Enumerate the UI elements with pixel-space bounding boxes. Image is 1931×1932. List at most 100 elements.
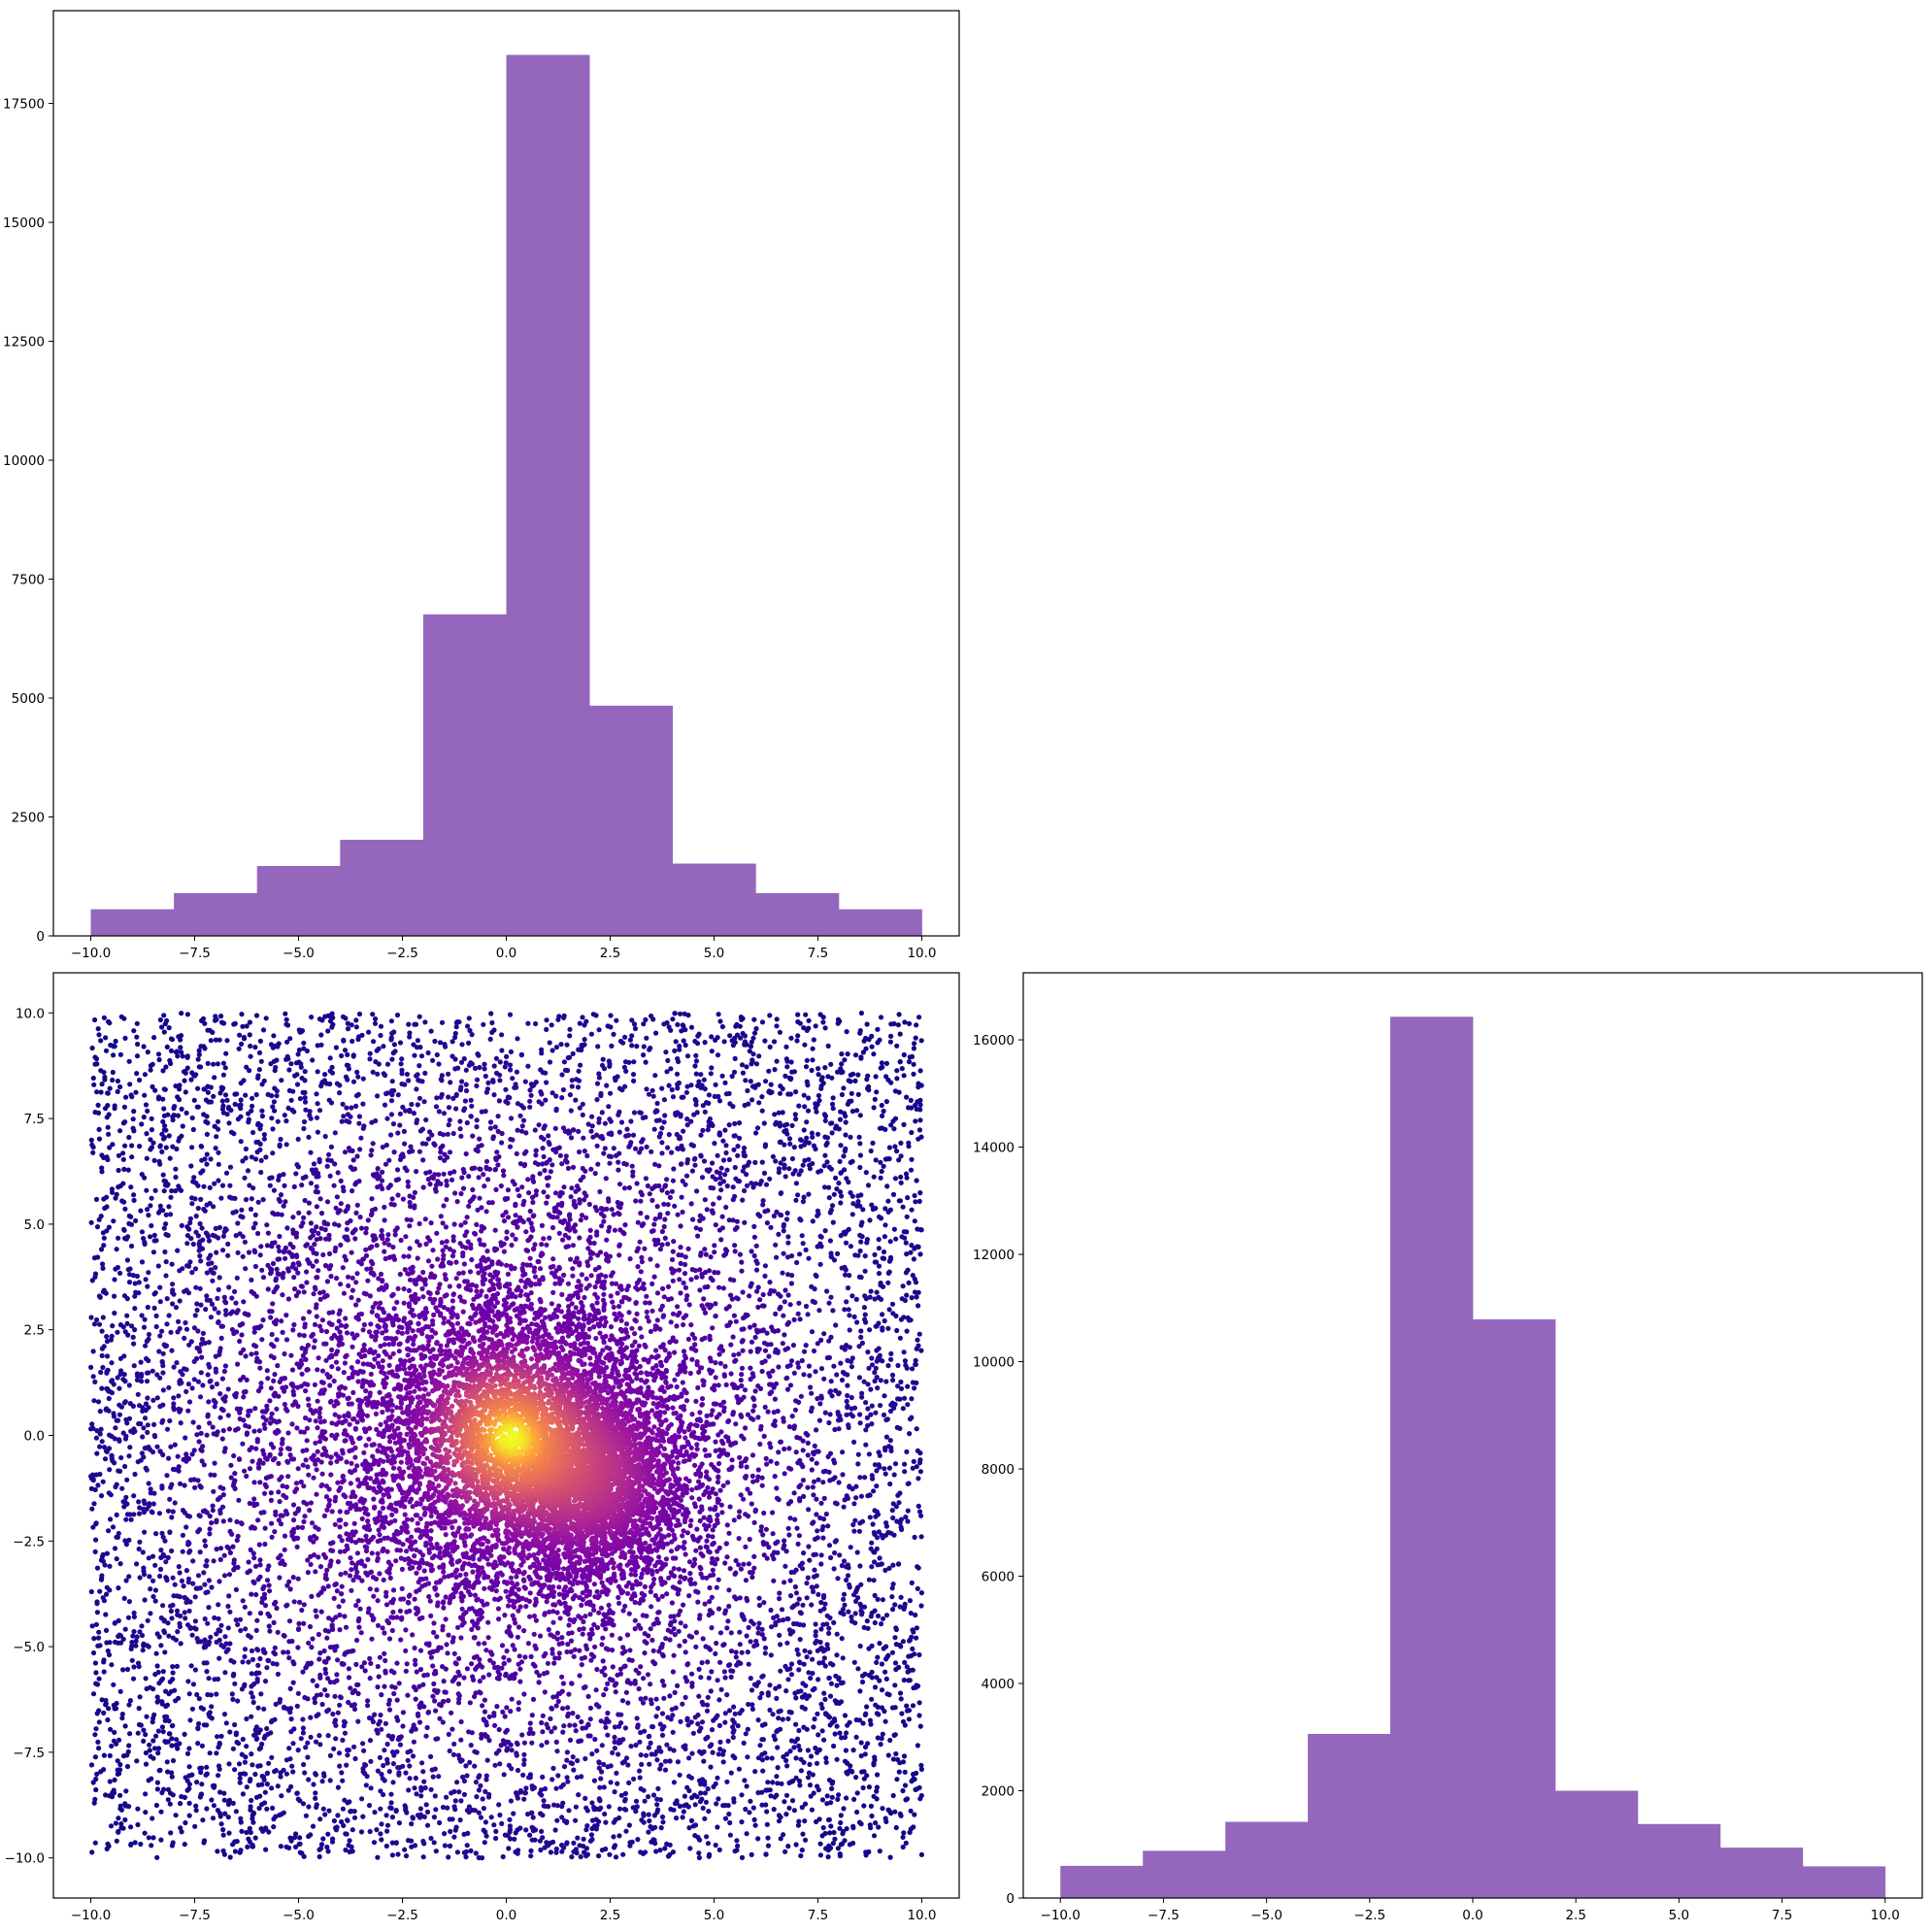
scatter-point [856,1274,863,1280]
scatter-point [876,1449,882,1455]
scatter-point [223,1720,229,1726]
scatter-point [784,1616,790,1621]
scatter-point [601,1784,607,1790]
scatter-point [198,1302,204,1308]
scatter-point [815,1341,820,1347]
scatter-point [186,1813,192,1818]
scatter-point [107,1020,113,1026]
scatter-point [99,1328,105,1334]
scatter-point [780,1270,785,1276]
scatter-point [647,1733,652,1739]
scatter-point [192,1266,199,1272]
scatter-point [124,1420,130,1426]
scatter-point [99,1165,105,1171]
scatter-point [96,1708,102,1714]
scatter-point [134,1053,141,1059]
scatter-point [681,1128,686,1134]
scatter-point [187,1599,193,1605]
scatter-point [749,1706,756,1712]
scatter-point [883,1416,889,1423]
scatter-point [749,1687,755,1693]
scatter-point [880,1113,885,1118]
scatter-point [124,1477,130,1482]
scatter-point [107,1640,113,1646]
scatter-point [496,1098,502,1104]
scatter-point [635,1837,641,1843]
scatter-point [918,1348,924,1353]
scatter-point [240,1736,246,1743]
scatter-point [474,1794,480,1800]
scatter-point [353,1093,360,1099]
scatter-point [337,1763,343,1769]
scatter-point [868,1288,874,1294]
scatter-point [314,1802,319,1808]
scatter-point [477,1773,483,1779]
scatter-point [909,1580,915,1585]
scatter-point [303,1745,309,1750]
scatter-point [134,1634,140,1640]
scatter-point [349,1022,354,1028]
scatter-point [100,1364,106,1371]
scatter-point [146,1835,151,1841]
scatter-point [176,1464,182,1470]
scatter-point [457,1087,463,1093]
scatter-point [857,1563,863,1569]
scatter-point [115,1329,120,1335]
scatter-point [194,1307,200,1314]
scatter-point [913,1102,918,1108]
scatter-point [624,1126,630,1132]
scatter-point [688,1817,695,1823]
scatter-point [815,1131,821,1137]
scatter-point [248,1804,253,1810]
scatter-point [741,1740,747,1746]
scatter-point [188,1663,194,1669]
scatter-point [146,1270,151,1276]
scatter-point [712,1093,717,1099]
scatter-point [882,1317,887,1324]
scatter-point [199,1144,205,1149]
scatter-point [326,1808,332,1814]
scatter-point [578,1062,583,1068]
scatter-point [143,1676,149,1682]
scatter-point [343,1016,349,1021]
scatter-point [775,1745,781,1750]
scatter-point [751,1816,757,1822]
scatter-point [814,1638,819,1644]
scatter-point [450,1095,456,1101]
scatter-point [360,1076,366,1082]
scatter-point [818,1085,824,1091]
scatter-point [917,1117,923,1123]
scatter-point [227,1609,233,1615]
scatter-point [665,1145,671,1150]
scatter-point [854,1319,860,1325]
scatter-point [892,1602,898,1608]
scatter-point [216,1616,221,1621]
scatter-point [235,1249,241,1255]
scatter-point [891,1732,897,1738]
scatter-point [116,1815,121,1821]
scatter-point [749,1851,754,1857]
scatter-point [593,1013,599,1018]
scatter-point [909,1207,915,1213]
scatter-point [782,1849,788,1854]
scatter-point [204,1558,210,1564]
scatter-point [887,1438,893,1444]
scatter-point [208,1252,214,1258]
scatter-point [914,1178,919,1183]
scatter-point [742,1187,748,1194]
scatter-point [202,1086,208,1092]
scatter-point [784,1763,790,1769]
scatter-point [150,1578,156,1583]
scatter-point [746,1661,751,1667]
scatter-point [895,1383,901,1389]
scatter-point [782,1165,787,1171]
scatter-point [560,1782,567,1787]
scatter-point [279,1078,284,1083]
scatter-point [777,1596,782,1602]
scatter-point [576,1792,582,1798]
scatter-point [101,1235,107,1241]
scatter-point [212,1782,217,1788]
scatter-point [621,1806,628,1813]
scatter-point [691,1792,698,1798]
scatter-point [850,1521,856,1528]
